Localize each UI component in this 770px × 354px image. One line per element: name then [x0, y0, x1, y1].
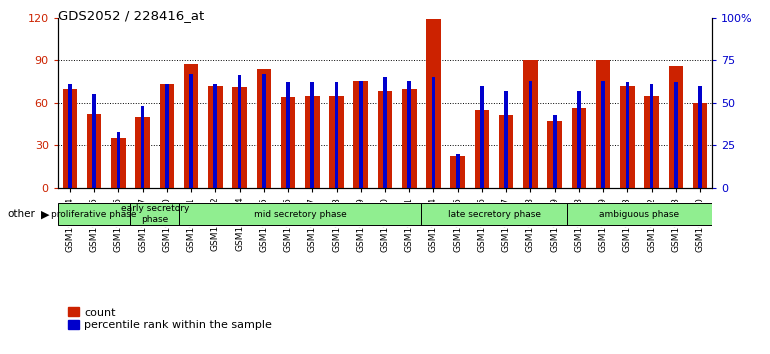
Text: GDS2052 / 228416_at: GDS2052 / 228416_at	[58, 9, 204, 22]
Bar	[383, 77, 387, 188]
Bar	[256, 69, 271, 188]
Text: late secretory phase: late secretory phase	[447, 210, 541, 219]
Bar	[165, 84, 169, 188]
FancyBboxPatch shape	[179, 203, 421, 225]
Bar	[407, 81, 411, 188]
Bar	[625, 82, 629, 188]
Legend: count, percentile rank within the sample: count, percentile rank within the sample	[63, 303, 276, 335]
Bar	[644, 96, 659, 188]
Text: ambiguous phase: ambiguous phase	[600, 210, 680, 219]
Bar	[378, 91, 392, 188]
Bar	[92, 94, 96, 188]
Bar	[359, 81, 363, 188]
Bar	[330, 96, 343, 188]
Bar	[213, 84, 217, 188]
Text: proliferative phase: proliferative phase	[52, 210, 137, 219]
FancyBboxPatch shape	[130, 203, 179, 225]
Bar	[474, 110, 489, 188]
Bar	[141, 106, 145, 188]
Bar	[427, 19, 440, 188]
Bar	[450, 156, 465, 188]
Bar	[523, 60, 537, 188]
FancyBboxPatch shape	[58, 203, 130, 225]
Bar	[499, 115, 514, 188]
Bar	[480, 86, 484, 188]
Bar	[601, 81, 605, 188]
Bar	[87, 114, 102, 188]
Bar	[136, 117, 150, 188]
Bar	[353, 81, 368, 188]
Bar	[596, 60, 611, 188]
Bar	[238, 75, 241, 188]
Bar	[650, 84, 654, 188]
Bar	[184, 64, 199, 188]
Bar	[547, 121, 562, 188]
Bar	[305, 96, 320, 188]
Bar	[668, 66, 683, 188]
Bar	[111, 138, 126, 188]
Bar	[674, 82, 678, 188]
Bar	[577, 91, 581, 188]
Bar	[529, 81, 532, 188]
Bar	[456, 154, 460, 188]
Text: mid secretory phase: mid secretory phase	[254, 210, 346, 219]
Bar	[620, 86, 634, 188]
Bar	[189, 74, 193, 188]
Bar	[402, 88, 417, 188]
Text: other: other	[8, 209, 35, 219]
Bar	[116, 132, 120, 188]
FancyBboxPatch shape	[567, 203, 712, 225]
Bar	[68, 84, 72, 188]
Bar	[159, 84, 174, 188]
Text: early secretory
phase: early secretory phase	[121, 205, 189, 224]
Text: ▶: ▶	[41, 209, 49, 219]
Bar	[286, 82, 290, 188]
Bar	[504, 91, 508, 188]
Bar	[335, 82, 338, 188]
Bar	[693, 103, 708, 188]
Bar	[62, 88, 77, 188]
Bar	[262, 74, 266, 188]
Bar	[233, 87, 247, 188]
Bar	[553, 115, 557, 188]
Bar	[281, 97, 296, 188]
Bar	[310, 82, 314, 188]
Bar	[208, 86, 223, 188]
Bar	[698, 86, 702, 188]
FancyBboxPatch shape	[421, 203, 567, 225]
Bar	[432, 77, 435, 188]
Bar	[571, 108, 586, 188]
